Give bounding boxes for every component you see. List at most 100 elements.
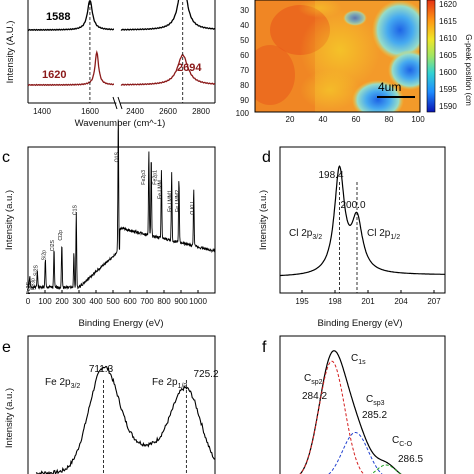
panel-c-xtick: 800 (157, 297, 171, 306)
panel-f-c1s-label: C1s (351, 353, 366, 366)
panel-b-heatmap (255, 0, 420, 112)
panel-c-xtick: 200 (55, 297, 69, 306)
panel-c-peak-label: Fe3p (30, 278, 36, 290)
panel-f-component-line (299, 360, 365, 474)
panel-e-ylabel: Intensity (a.u.) (4, 388, 15, 448)
panel-c-peak-label: O KLL (190, 200, 196, 215)
panel-f-cco-value: 286.5 (398, 454, 423, 465)
panel-b-xtick: 80 (385, 115, 394, 124)
panel-b-ytick: 40 (240, 21, 249, 30)
panel-a-xtick: 2800 (192, 107, 210, 116)
panel-b-colorbar-tick: 1590 (439, 102, 457, 111)
panel-e-peak-value: 711.3 (89, 364, 114, 375)
panel-c-peak-label: Si2p (41, 250, 47, 260)
panel-a-series-line (120, 0, 215, 31)
panel-c-ylabel: Intensity (a.u.) (4, 190, 15, 250)
panel-b-colorbar (426, 0, 436, 113)
panel-f: f C1s Csp2 284.2 Csp3 285.2 CC-O 286.5 (262, 335, 446, 474)
panel-c-peak-label: Si2S (33, 264, 39, 275)
panel-b-ytick: 70 (240, 66, 249, 75)
panel-c-peak-label: Cl2p (58, 230, 64, 241)
panel-c-xtick: 700 (140, 297, 154, 306)
panel-f-csp3-value: 285.2 (362, 410, 387, 421)
panel-b-colorbar-tick: 1600 (439, 68, 457, 77)
panel-c-label: c (2, 149, 10, 166)
panel-d-peak-name: Cl 2p1/2 (367, 228, 400, 241)
panel-a-xtick: 2600 (159, 107, 177, 116)
panel-c-xtick: 300 (72, 297, 86, 306)
panel-a-plot-area (27, 0, 215, 103)
panel-f-envelope-line (299, 350, 402, 474)
panel-f-component-line (328, 432, 383, 474)
panel-b-scalebar-label: 4um (378, 80, 401, 94)
panel-a: Intensity (A.U.) Wavenumber (cm^-1) 1400… (5, 0, 216, 129)
panel-b-ytick: 80 (240, 81, 249, 90)
panel-b-colorbar-tick: 1605 (439, 51, 457, 60)
panel-c-frame (27, 146, 216, 294)
panel-b-colorbar-label: G-peak position (cm (464, 34, 473, 106)
panel-f-csp2-label: Csp2 (304, 373, 323, 386)
panel-d-peak-value: 200.0 (340, 200, 365, 211)
panel-f-plot-area (299, 350, 402, 474)
panel-f-cco-label: CC-O (392, 435, 413, 448)
panel-a-series-line (27, 49, 114, 87)
panel-c-peak-label: Fe3S (26, 281, 32, 294)
panel-c-peak-label: O1S (114, 151, 120, 162)
panel-a-peak-label: 2694 (177, 62, 202, 74)
panel-b-ytick: 100 (236, 109, 250, 118)
panel-b-ytick: 90 (240, 96, 249, 105)
panel-c-xtick: 500 (106, 297, 120, 306)
panel-d-frame (279, 146, 446, 294)
panel-c-spectrum-line (27, 121, 216, 290)
panel-d-xtick: 201 (361, 297, 375, 306)
panel-d-ylabel: Intensity (a.u.) (258, 190, 269, 250)
panel-c-xtick: 900 (174, 297, 188, 306)
panel-f-csp3-label: Csp3 (366, 394, 385, 407)
panel-d-xtick: 207 (427, 297, 441, 306)
panel-b-xtick: 40 (319, 115, 328, 124)
panel-c-peak-label: Fe LMM2 (175, 190, 181, 212)
panel-a-peak-label: 1588 (46, 11, 70, 23)
panel-a-axis-break (114, 96, 122, 110)
panel-c-peak-label: Fe LMM1 (168, 190, 174, 212)
panel-c-peak-label: C1S (72, 204, 78, 215)
panel-d-xlabel: Binding Energy (eV) (317, 318, 402, 329)
panel-c-peak-label: Cl2S (50, 239, 56, 251)
panel-c-xtick: 1000 (189, 297, 207, 306)
panel-c-xtick: 0 (26, 297, 31, 306)
panel-e-peak-value: 725.2 (193, 369, 218, 380)
panel-c-xlabel: Binding Energy (eV) (78, 318, 163, 329)
panel-d-xtick: 195 (295, 297, 309, 306)
panel-a-xtick: 1400 (33, 107, 51, 116)
panel-d-spectrum-line (280, 165, 445, 277)
panel-b-xtick: 60 (352, 115, 361, 124)
panel-b-colorbar-tick: 1610 (439, 34, 457, 43)
panel-e-frame (27, 335, 216, 474)
panel-c-xtick: 100 (38, 297, 52, 306)
panel-b-colorbar-tick: 1595 (439, 85, 457, 94)
panel-e-peak-name: Fe 2p3/2 (45, 377, 80, 390)
panel-a-ylabel: Intensity (A.U.) (5, 21, 16, 84)
panel-b-colorbar-tick: 1620 (439, 0, 457, 9)
panel-b-ytick: 30 (240, 6, 249, 15)
panel-e-label: e (2, 339, 11, 356)
panel-c-peak-label: Fe2p3 (141, 170, 147, 185)
panel-d-plot-area (280, 165, 445, 293)
panel-c-peak-label: Fe2p1 (152, 170, 158, 185)
panel-d-xticks: 195 198 201 204 207 (295, 290, 441, 306)
panel-e-peak-name: Fe 2p1/2 (152, 377, 187, 390)
panel-e: e Intensity (a.u.) 711.3 725.2 Fe 2p3/2 … (2, 335, 219, 474)
panel-d-xtick: 204 (394, 297, 408, 306)
panel-e-plot-area (35, 365, 216, 474)
panel-a-series-line (120, 53, 215, 86)
panel-b-ytick: 50 (240, 36, 249, 45)
panel-a-xlabel: Wavenumber (cm^-1) (75, 118, 166, 129)
panel-c: c Intensity (a.u.) Binding Energy (eV) 0… (2, 121, 216, 329)
panel-c-peak-label: Fe LMM (157, 180, 163, 199)
panel-f-label: f (262, 339, 267, 356)
panel-b-colorbar-tick: 1615 (439, 17, 457, 26)
panel-a-xtick: 2400 (126, 107, 144, 116)
panel-b-ytick: 60 (240, 51, 249, 60)
